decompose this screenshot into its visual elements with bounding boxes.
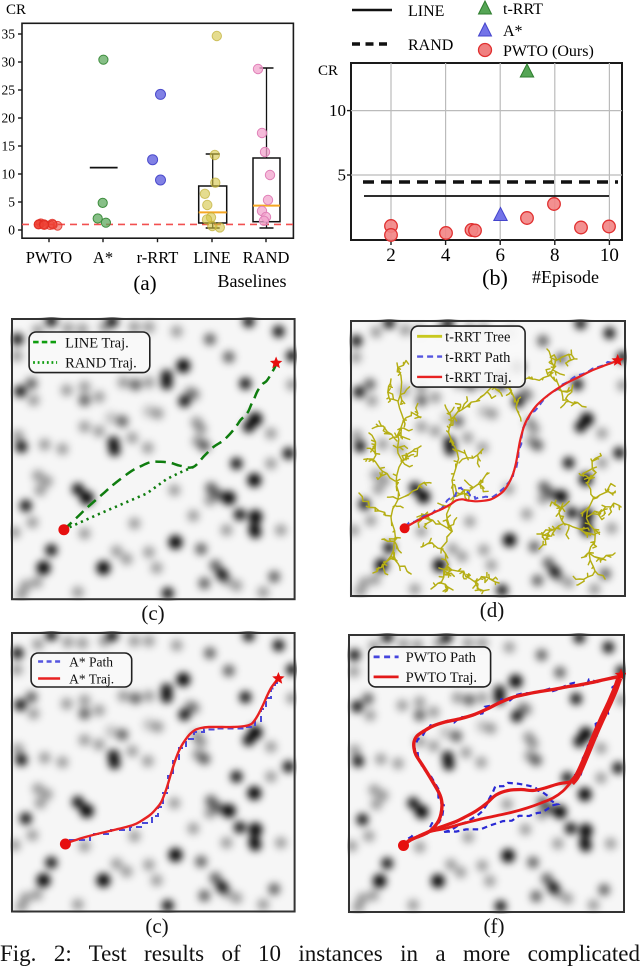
svg-text:t-RRT: t-RRT	[503, 1, 543, 18]
svg-text:0: 0	[8, 223, 15, 238]
svg-text:A*: A*	[503, 23, 523, 40]
svg-text:CR: CR	[318, 63, 338, 79]
svg-text:PWTO Path: PWTO Path	[406, 650, 477, 666]
svg-text:5: 5	[8, 195, 15, 210]
svg-text:PWTO (Ours): PWTO (Ours)	[503, 43, 594, 60]
svg-text:RAND: RAND	[243, 248, 290, 267]
svg-text:5: 5	[338, 166, 347, 185]
svg-text:15: 15	[2, 139, 16, 154]
svg-text:25: 25	[2, 83, 16, 98]
svg-text:LINE Traj.: LINE Traj.	[65, 335, 129, 351]
svg-text:RAND: RAND	[408, 37, 453, 54]
svg-text:LINE: LINE	[408, 3, 444, 20]
svg-text:RAND Traj.: RAND Traj.	[65, 355, 137, 371]
svg-text:Baselines: Baselines	[218, 271, 287, 291]
svg-text:4: 4	[441, 245, 451, 266]
svg-text:35: 35	[2, 27, 16, 42]
svg-text:PWTO Traj.: PWTO Traj.	[406, 670, 477, 686]
svg-text:t-RRT Traj.: t-RRT Traj.	[445, 370, 512, 386]
svg-text:LINE: LINE	[193, 248, 231, 267]
svg-text:t-RRT Path: t-RRT Path	[445, 350, 511, 366]
svg-text:CR: CR	[6, 2, 26, 18]
svg-text:A*: A*	[93, 248, 113, 267]
svg-text:r-RRT: r-RRT	[137, 248, 179, 267]
svg-text:8: 8	[550, 245, 560, 266]
svg-text:A* Path: A* Path	[69, 654, 113, 669]
svg-text:6: 6	[495, 245, 505, 266]
svg-text:(b): (b)	[482, 265, 508, 290]
svg-text:A* Traj.: A* Traj.	[69, 671, 114, 686]
svg-text:10: 10	[600, 245, 619, 266]
svg-text:PWTO: PWTO	[26, 248, 73, 267]
svg-text:2: 2	[386, 245, 396, 266]
svg-text:20: 20	[2, 111, 16, 126]
svg-text:10: 10	[2, 167, 16, 182]
svg-text:#Episode: #Episode	[532, 267, 599, 287]
svg-text:(a): (a)	[133, 271, 156, 295]
svg-text:30: 30	[2, 55, 16, 70]
svg-text:10: 10	[329, 101, 346, 120]
svg-text:t-RRT Tree: t-RRT Tree	[445, 330, 510, 346]
